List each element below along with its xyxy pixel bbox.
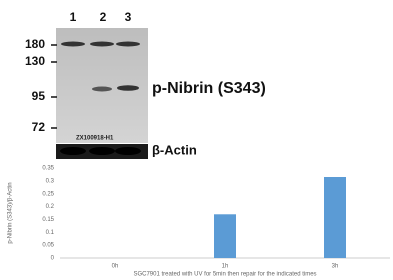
y-tick-label: 0.25 (42, 191, 54, 197)
y-tick-label: 0.35 (42, 166, 54, 172)
lane-label: 2 (100, 10, 107, 24)
lane-label: 1 (70, 10, 77, 24)
x-tick-label: 1h (222, 264, 229, 270)
y-tick-label: 0.2 (46, 204, 55, 210)
y-tick-label: 0.1 (46, 230, 55, 236)
figure: 1 2 3 180 130 95 72 p-Nibrin (S343) ZX10… (0, 0, 393, 280)
x-tick-label: 3h (332, 264, 339, 270)
marker-label: 95 (32, 89, 46, 103)
code-label: ZX100918-H1 (76, 136, 114, 142)
target-label: p-Nibrin (S343) (152, 80, 266, 97)
bar (324, 177, 346, 258)
x-tick-label: 0h (112, 264, 119, 270)
y-axis-title: p-Nibrin (S343)/β-Actin (8, 182, 14, 243)
y-tick-label: 0.15 (42, 217, 54, 223)
bar (214, 214, 236, 258)
marker-label: 130 (25, 54, 45, 68)
marker-label: 72 (32, 120, 46, 134)
y-tick-label: 0 (51, 256, 55, 262)
marker-label: 180 (25, 37, 45, 51)
actin-bands (60, 147, 141, 155)
lane-label: 3 (125, 10, 132, 24)
x-axis-title: SGC7901 treated with UV for 5min then re… (133, 272, 316, 278)
y-tick-label: 0.3 (46, 178, 55, 184)
y-tick-label: 0.05 (42, 243, 54, 249)
control-label: β-Actin (152, 142, 197, 157)
